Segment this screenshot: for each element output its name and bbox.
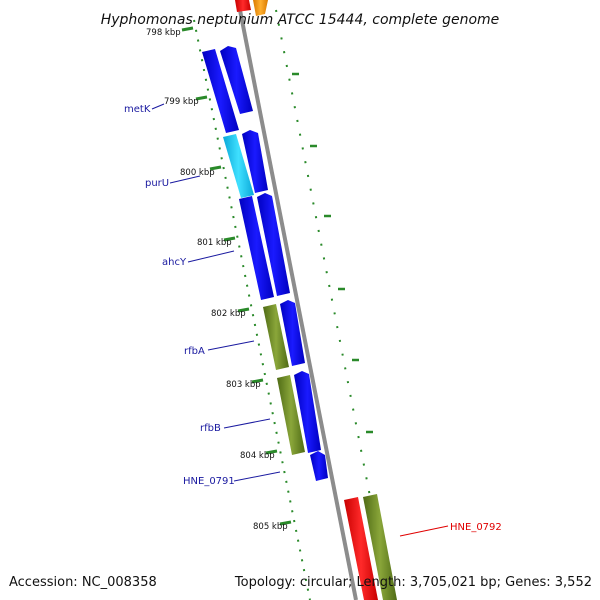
kbp-label-805: 805 kbp	[253, 522, 288, 532]
gene-label-rfbA[interactable]: rfbA	[184, 346, 205, 357]
gc-ticks	[292, 72, 373, 434]
genome-summary-text: Topology: circular; Length: 3,705,021 bp…	[234, 575, 592, 590]
gene-arrow-2[interactable]	[242, 130, 268, 193]
genome-backbone	[236, 0, 358, 600]
kbp-label-798: 798 kbp	[146, 28, 181, 38]
gene-HNE_0791[interactable]	[310, 451, 328, 481]
gene-orange-top[interactable]	[253, 0, 268, 16]
gene-purU[interactable]	[223, 134, 254, 198]
accession-text: Accession: NC_008358	[9, 575, 157, 590]
gene-HNE_0792-olive[interactable]	[363, 494, 397, 600]
gene-blocks-left	[202, 49, 305, 455]
kbp-label-803: 803 kbp	[226, 380, 261, 390]
gene-arrow-5[interactable]	[294, 371, 321, 453]
gene-label-HNE_0792[interactable]: HNE_0792	[450, 522, 502, 533]
gene-arrow-4[interactable]	[280, 300, 305, 366]
gene-label-purU[interactable]: purU	[145, 178, 169, 189]
gene-arrow-1[interactable]	[220, 46, 253, 114]
kbp-label-802: 802 kbp	[211, 309, 246, 319]
gene-arrow-3[interactable]	[257, 193, 290, 296]
gene-label-rfbB[interactable]: rfbB	[200, 423, 221, 434]
gene-blocks-right	[220, 46, 328, 481]
gene-ahcY[interactable]	[239, 196, 274, 300]
gene-label-HNE_0791[interactable]: HNE_0791	[183, 476, 235, 487]
gene-metK[interactable]	[202, 49, 239, 133]
gene-HNE_0792-red[interactable]	[344, 497, 378, 600]
kbp-label-804: 804 kbp	[240, 451, 275, 461]
kbp-label-800: 800 kbp	[180, 168, 215, 178]
major-ticks	[181, 26, 292, 526]
kbp-label-801: 801 kbp	[197, 238, 232, 248]
diagram-title: Hyphomonas neptunium ATCC 15444, complet…	[101, 12, 500, 28]
gene-label-metK[interactable]: metK	[124, 104, 151, 115]
gene-rfbA[interactable]	[263, 304, 289, 370]
gene-rfbB[interactable]	[277, 375, 305, 455]
callout-HNE_0792	[399, 525, 449, 537]
gene-red-top[interactable]	[235, 0, 251, 12]
gene-label-ahcY[interactable]: ahcY	[162, 257, 187, 268]
callout-lines	[151, 103, 281, 482]
kbp-label-799: 799 kbp	[164, 97, 199, 107]
